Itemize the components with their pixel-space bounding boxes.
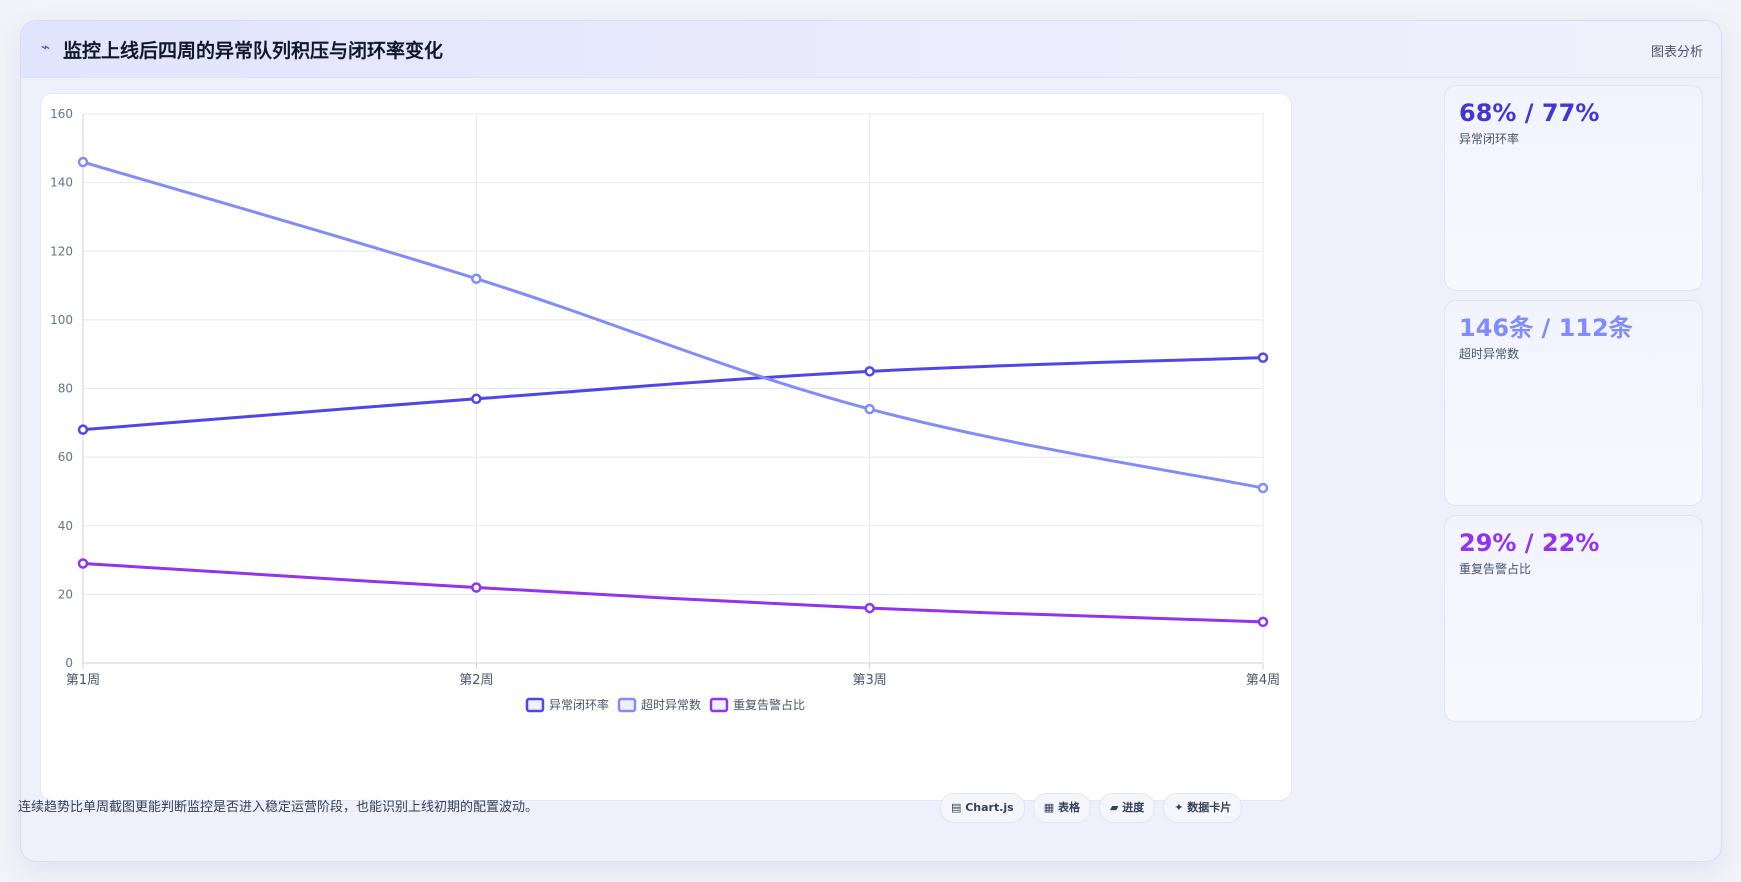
y-tick-label: 100 — [50, 313, 73, 327]
x-tick-label: 第2周 — [459, 673, 493, 688]
y-tick-label: 160 — [50, 107, 73, 121]
stat-label: 超时异常数 — [1459, 347, 1520, 361]
x-tick-label: 第3周 — [853, 673, 887, 688]
data-point — [77, 424, 89, 435]
x-tick-label: 第4周 — [1246, 673, 1280, 688]
chip-table[interactable]: ▦ 表格 — [1032, 793, 1091, 823]
chart-card: ⌁ 监控上线后四周的异常队列积压与闭环率变化 图表分析 0 20 40 60 80 100… — [20, 20, 1722, 862]
legend-swatch[interactable] — [617, 697, 637, 713]
chart-title: 监控上线后四周的异常队列积压与闭环率变化 — [63, 40, 444, 62]
stat-label: 重复告警占比 — [1459, 562, 1532, 576]
y-tick-label: 120 — [50, 244, 73, 258]
stat-value: 68% / 77% — [1459, 99, 1600, 127]
card-header: ⌁ 监控上线后四周的异常队列积压与闭环率变化 图表分析 — [21, 21, 1721, 78]
chart-panel: 0 20 40 60 80 100 120 140 160 第1周 第2周 第3周 第4周 异常闭环率 超… — [40, 93, 1292, 801]
stat-card-duplicate-ratio: 29% / 22% 重复告警占比 — [1444, 515, 1703, 722]
footer-note: 连续趋势比单周截图更能判断监控是否进入稳定运营阶段，也能识别上线初期的配置波动。 — [18, 800, 539, 815]
data-point — [471, 393, 482, 405]
data-point — [864, 602, 875, 614]
legend-label[interactable]: 异常闭环率 — [549, 697, 609, 712]
stat-value: 29% / 22% — [1459, 529, 1600, 557]
data-point — [77, 156, 89, 168]
chip-data-card[interactable]: ✦ 数据卡片 — [1163, 793, 1243, 823]
series-line — [82, 160, 1264, 490]
y-tick-label: 140 — [50, 176, 73, 190]
data-point — [471, 273, 482, 284]
legend-swatch[interactable] — [525, 697, 545, 713]
chip-progress[interactable]: ▰ 进度 — [1098, 793, 1156, 823]
data-point — [77, 558, 89, 569]
chip-chartjs[interactable]: ▤ Chart.js — [940, 793, 1025, 823]
stat-label: 异常闭环率 — [1459, 132, 1520, 146]
y-tick-label: 80 — [58, 382, 73, 396]
data-point — [864, 366, 875, 377]
data-point — [864, 403, 875, 415]
x-tick-label: 第1周 — [66, 673, 100, 688]
line-chart: 0 20 40 60 80 100 120 140 160 第1周 第2周 第3周 第4周 异常闭环率 超… — [50, 107, 1280, 713]
series-line — [82, 356, 1264, 432]
legend-swatch[interactable] — [709, 697, 729, 713]
y-tick-label: 40 — [58, 519, 73, 533]
legend-label[interactable]: 重复告警占比 — [733, 697, 805, 712]
data-point — [471, 582, 482, 593]
y-tick-label: 60 — [58, 450, 73, 464]
library-chips: ▤ Chart.js ▦ 表格 ▰ 进度 ✦ 数据卡片 — [940, 793, 1243, 823]
stat-card-closure-rate: 68% / 77% 异常闭环率 — [1444, 85, 1703, 291]
stat-card-timeout-count: 146条 / 112条 超时异常数 — [1444, 300, 1703, 506]
legend-label[interactable]: 超时异常数 — [641, 697, 701, 712]
data-point — [1257, 482, 1269, 494]
pulse-icon: ⌁ — [41, 38, 51, 56]
data-point — [1257, 352, 1269, 363]
y-tick-label: 0 — [65, 656, 73, 670]
y-tick-label: 20 — [58, 587, 73, 601]
stat-value: 146条 / 112条 — [1459, 314, 1633, 342]
series-line — [82, 561, 1264, 624]
data-point — [1257, 616, 1269, 628]
chart-analysis-button[interactable]: 图表分析 — [1650, 45, 1703, 60]
